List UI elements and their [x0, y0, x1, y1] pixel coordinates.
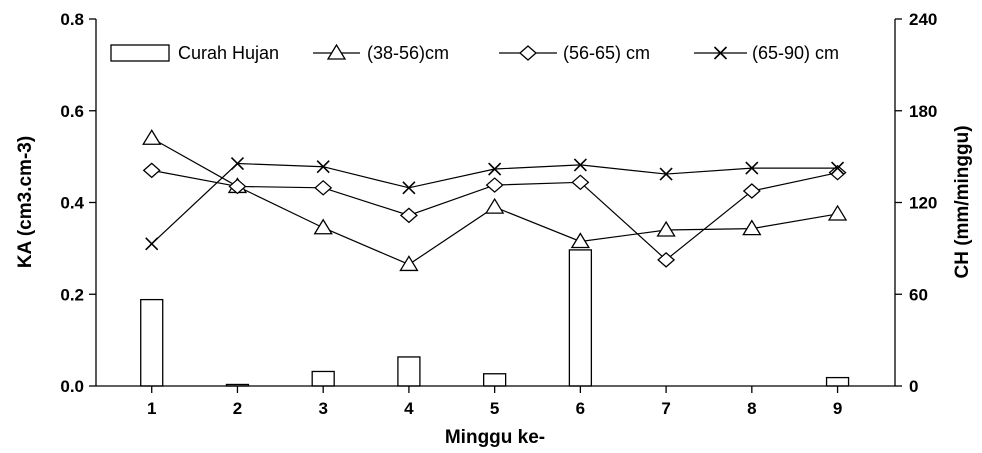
series-2-point-1 [142, 162, 161, 179]
y-left-tick-label-3: 0.6 [60, 102, 84, 121]
series-2-point-4 [399, 207, 418, 224]
rain-bar-4 [397, 356, 421, 387]
y-axis-right-title: CH (mm/minggu) [952, 125, 973, 278]
x-axis-title: Minggu ke- [445, 427, 545, 448]
series-3-point-5-stroke-b [488, 162, 502, 176]
x-tick-label-1: 1 [147, 399, 156, 418]
series-3-point-8 [745, 161, 759, 175]
series-3-point-1 [145, 237, 159, 251]
series-1-point-8 [742, 219, 762, 236]
series-1-point-4 [399, 255, 419, 272]
y-left-tick-label-0: 0.0 [60, 377, 84, 396]
rain-bar-5 [482, 373, 507, 387]
series-2-point-9 [828, 164, 847, 181]
series-1-point-7 [656, 220, 676, 237]
x-tick-label-7: 7 [661, 399, 670, 418]
series-1-point-1 [142, 129, 162, 145]
legend-marker-1 [326, 43, 347, 60]
series-3-point-9-stroke-b [830, 161, 845, 175]
series-3-point-7-stroke-b [659, 167, 673, 181]
series-1-point-6 [570, 232, 591, 249]
legend-label-1: (38-56)cm [367, 43, 449, 63]
legend-label-2: (56-65) cm [563, 43, 650, 63]
series-2-point-2 [228, 178, 247, 195]
rain-bar-9 [825, 376, 850, 387]
series-3-point-6-stroke-b [573, 158, 587, 172]
rain-bar-6 [568, 249, 593, 387]
series-2-point-5 [485, 177, 504, 193]
y-left-tick-label-1: 0.2 [60, 285, 84, 304]
legend-marker-3-stroke-b [713, 46, 728, 60]
legend-label-rain: Curah Hujan [178, 43, 279, 63]
y-left-tick-label-2: 0.4 [60, 194, 84, 213]
x-tick-label-2: 2 [233, 399, 242, 418]
x-tick-label-9: 9 [833, 399, 842, 418]
series-3-point-4 [402, 181, 416, 195]
series-2-point-3 [314, 179, 333, 196]
series-3-point-3-stroke-b [316, 160, 330, 174]
series-3-point-2 [230, 156, 245, 171]
x-tick-label-8: 8 [747, 399, 756, 418]
y-right-tick-label-2: 120 [909, 194, 937, 213]
x-tick-label-3: 3 [318, 399, 327, 418]
y-left-tick-label-4: 0.8 [60, 10, 84, 29]
legend-marker-2 [519, 45, 537, 61]
series-2-point-6 [571, 174, 590, 191]
series-3-point-9 [830, 161, 845, 175]
y-right-tick-label-4: 240 [909, 10, 937, 29]
rainfall-bars [140, 249, 850, 387]
y-axis-left-title: KA (cm3.cm-3) [15, 136, 36, 268]
series-2-point-8 [742, 183, 761, 199]
legend-label-3: (65-90) cm [752, 43, 839, 63]
x-tick-label-4: 4 [404, 399, 414, 418]
x-tick-label-5: 5 [490, 399, 499, 418]
series-3-point-7 [659, 167, 673, 181]
series-1-point-3 [313, 218, 333, 235]
series-3-point-3 [316, 160, 330, 174]
y-right-tick-label-1: 60 [909, 285, 928, 304]
series-2-point-7 [657, 251, 676, 268]
series-3-point-1-stroke-b [145, 237, 159, 251]
series-3-point-6 [573, 158, 587, 172]
series-lines [142, 129, 848, 272]
series-3-point-8-stroke-b [745, 161, 759, 175]
series-1-point-5 [484, 197, 505, 214]
axes: 0.0 0.2 0.4 0.6 0.8 0 60 120 180 240 1 2 3 4 5 6 7 8 9 [60, 10, 937, 418]
x-tick-label-6: 6 [576, 399, 585, 418]
legend: Curah Hujan (38-56)cm (56-65) cm (65-90) cm [110, 43, 839, 63]
series-3-point-4-stroke-b [402, 181, 416, 195]
y-right-tick-label-0: 0 [909, 377, 918, 396]
series-3-point-5 [488, 162, 502, 176]
legend-swatch-rain [110, 44, 170, 62]
legend-marker-3 [713, 46, 728, 60]
series-1-point-9 [827, 204, 848, 221]
y-right-tick-label-3: 180 [909, 102, 937, 121]
series-3-point-2-stroke-b [230, 156, 245, 171]
rain-bar-1 [140, 298, 164, 387]
rain-bar-3 [311, 370, 335, 387]
